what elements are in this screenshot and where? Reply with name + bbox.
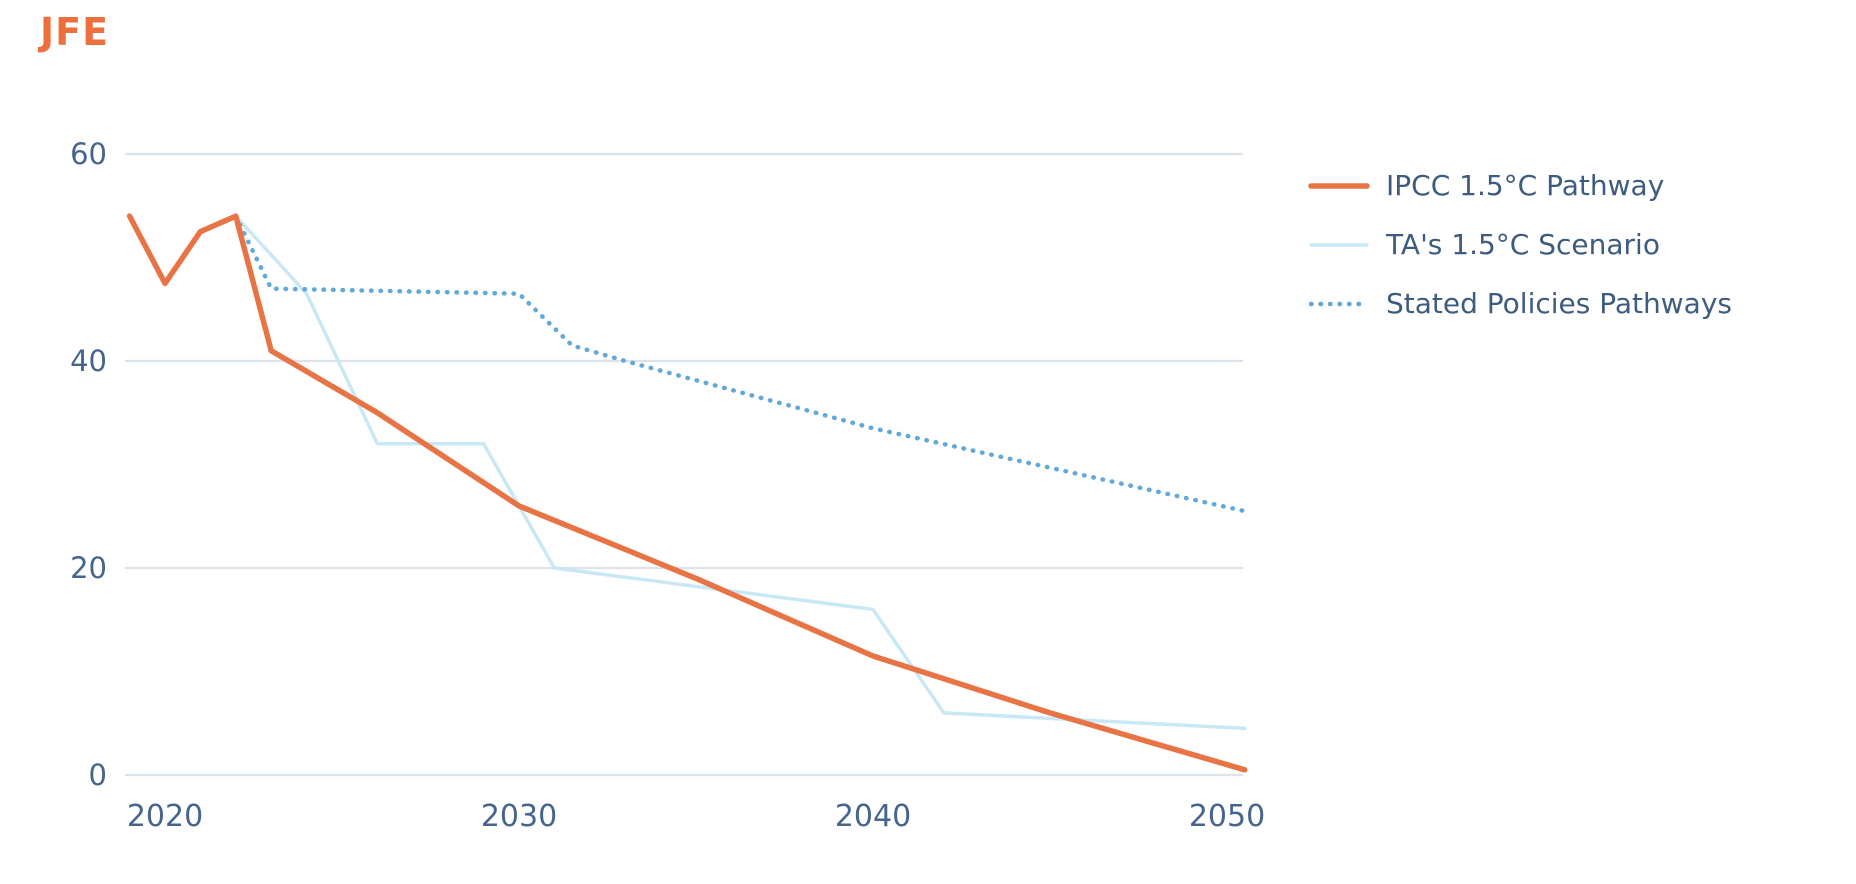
legend-label: Stated Policies Pathways xyxy=(1386,287,1732,320)
x-tick-label-2040: 2040 xyxy=(835,799,911,834)
x-tick-label-2050: 2050 xyxy=(1189,799,1265,834)
x-tick-label-2020: 2020 xyxy=(127,799,203,834)
legend-label: TA's 1.5°C Scenario xyxy=(1386,228,1660,261)
series-line-ta-scenario xyxy=(234,214,1247,731)
legend-item-ipcc-pathway: IPCC 1.5°C Pathway xyxy=(1308,156,1732,215)
y-tick-label-40: 40 xyxy=(70,344,107,378)
y-tick-label-20: 20 xyxy=(70,551,107,585)
legend-swatch-solid-line xyxy=(1309,242,1369,247)
legend: IPCC 1.5°C Pathway TA's 1.5°C Scenario Sta… xyxy=(1308,156,1732,333)
brand-logo: JFE xyxy=(40,10,110,54)
y-tick-label-0: 0 xyxy=(89,758,107,792)
series-line-stated-policies xyxy=(233,213,1247,514)
x-tick-label-2030: 2030 xyxy=(481,799,557,834)
legend-label: IPCC 1.5°C Pathway xyxy=(1386,169,1665,202)
series-line-ipcc-pathway xyxy=(126,213,1248,773)
legend-swatch-dotted-line xyxy=(1308,301,1370,306)
y-tick-label-60: 60 xyxy=(70,137,107,171)
legend-item-stated-policies: Stated Policies Pathways xyxy=(1308,274,1732,333)
legend-item-ta-scenario: TA's 1.5°C Scenario xyxy=(1308,215,1732,274)
legend-swatch-solid-line xyxy=(1308,182,1370,189)
